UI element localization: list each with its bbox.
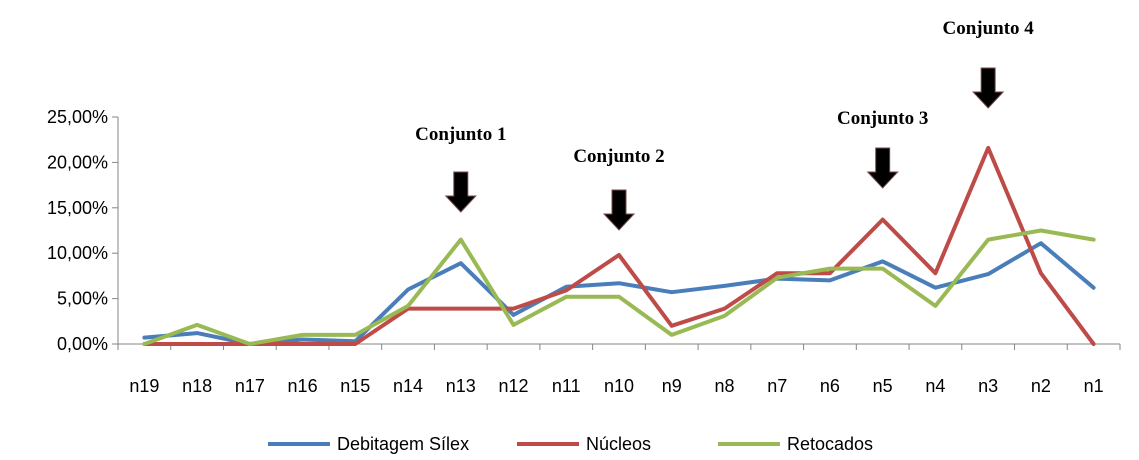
y-tick-label: 25,00% <box>47 107 108 127</box>
down-arrow-icon <box>604 190 634 230</box>
y-tick-label: 20,00% <box>47 152 108 172</box>
legend-label: Retocados <box>787 434 873 454</box>
x-tick-label: n9 <box>662 376 682 396</box>
y-tick-label: 5,00% <box>57 289 108 309</box>
annotation-label: Conjunto 3 <box>837 108 928 129</box>
x-tick-label: n6 <box>820 376 840 396</box>
x-tick-label: n2 <box>1031 376 1051 396</box>
annotation-label: Conjunto 4 <box>942 18 1034 39</box>
legend-label: Núcleos <box>586 434 651 454</box>
x-tick-label: n7 <box>767 376 787 396</box>
x-tick-label: n15 <box>340 376 370 396</box>
chart-series <box>144 148 1093 344</box>
x-tick-label: n10 <box>604 376 634 396</box>
x-tick-label: n17 <box>235 376 265 396</box>
chart-annotations: Conjunto 1 Conjunto 2 Conjunto 3 Conjunto 4 <box>415 18 1034 230</box>
series-line-3 <box>144 231 1093 345</box>
down-arrow-icon <box>973 68 1003 108</box>
annotation-label: Conjunto 1 <box>415 124 506 145</box>
series-line-2 <box>144 148 1093 344</box>
x-tick-label: n11 <box>552 376 581 396</box>
x-tick-label: n12 <box>499 376 529 396</box>
chart-legend: Debitagem Sílex Núcleos Retocados <box>268 434 873 454</box>
down-arrow-icon <box>868 148 898 188</box>
x-tick-label: n13 <box>446 376 476 396</box>
y-tick-label: 10,00% <box>47 243 108 263</box>
annotation-label: Conjunto 2 <box>573 146 664 167</box>
y-tick-label: 0,00% <box>57 334 108 354</box>
y-axis-ticks: 0,00% 5,00% 10,00% 15,00% 20,00% 25,00% <box>47 107 118 354</box>
x-tick-label: n8 <box>714 376 734 396</box>
y-tick-label: 15,00% <box>47 198 108 218</box>
x-axis-ticks: n19 n18 n17 n16 n15 n14 n13 n12 n11 n10 n9 n8 n7 n6 n5… <box>118 344 1120 396</box>
x-tick-label: n14 <box>393 376 423 396</box>
down-arrow-icon <box>446 172 476 212</box>
x-tick-label: n3 <box>978 376 998 396</box>
x-tick-label: n4 <box>925 376 945 396</box>
x-tick-label: n18 <box>182 376 212 396</box>
x-tick-label: n19 <box>129 376 159 396</box>
x-tick-label: n1 <box>1084 376 1104 396</box>
legend-label: Debitagem Sílex <box>337 434 469 454</box>
x-tick-label: n16 <box>288 376 318 396</box>
x-tick-label: n5 <box>873 376 893 396</box>
